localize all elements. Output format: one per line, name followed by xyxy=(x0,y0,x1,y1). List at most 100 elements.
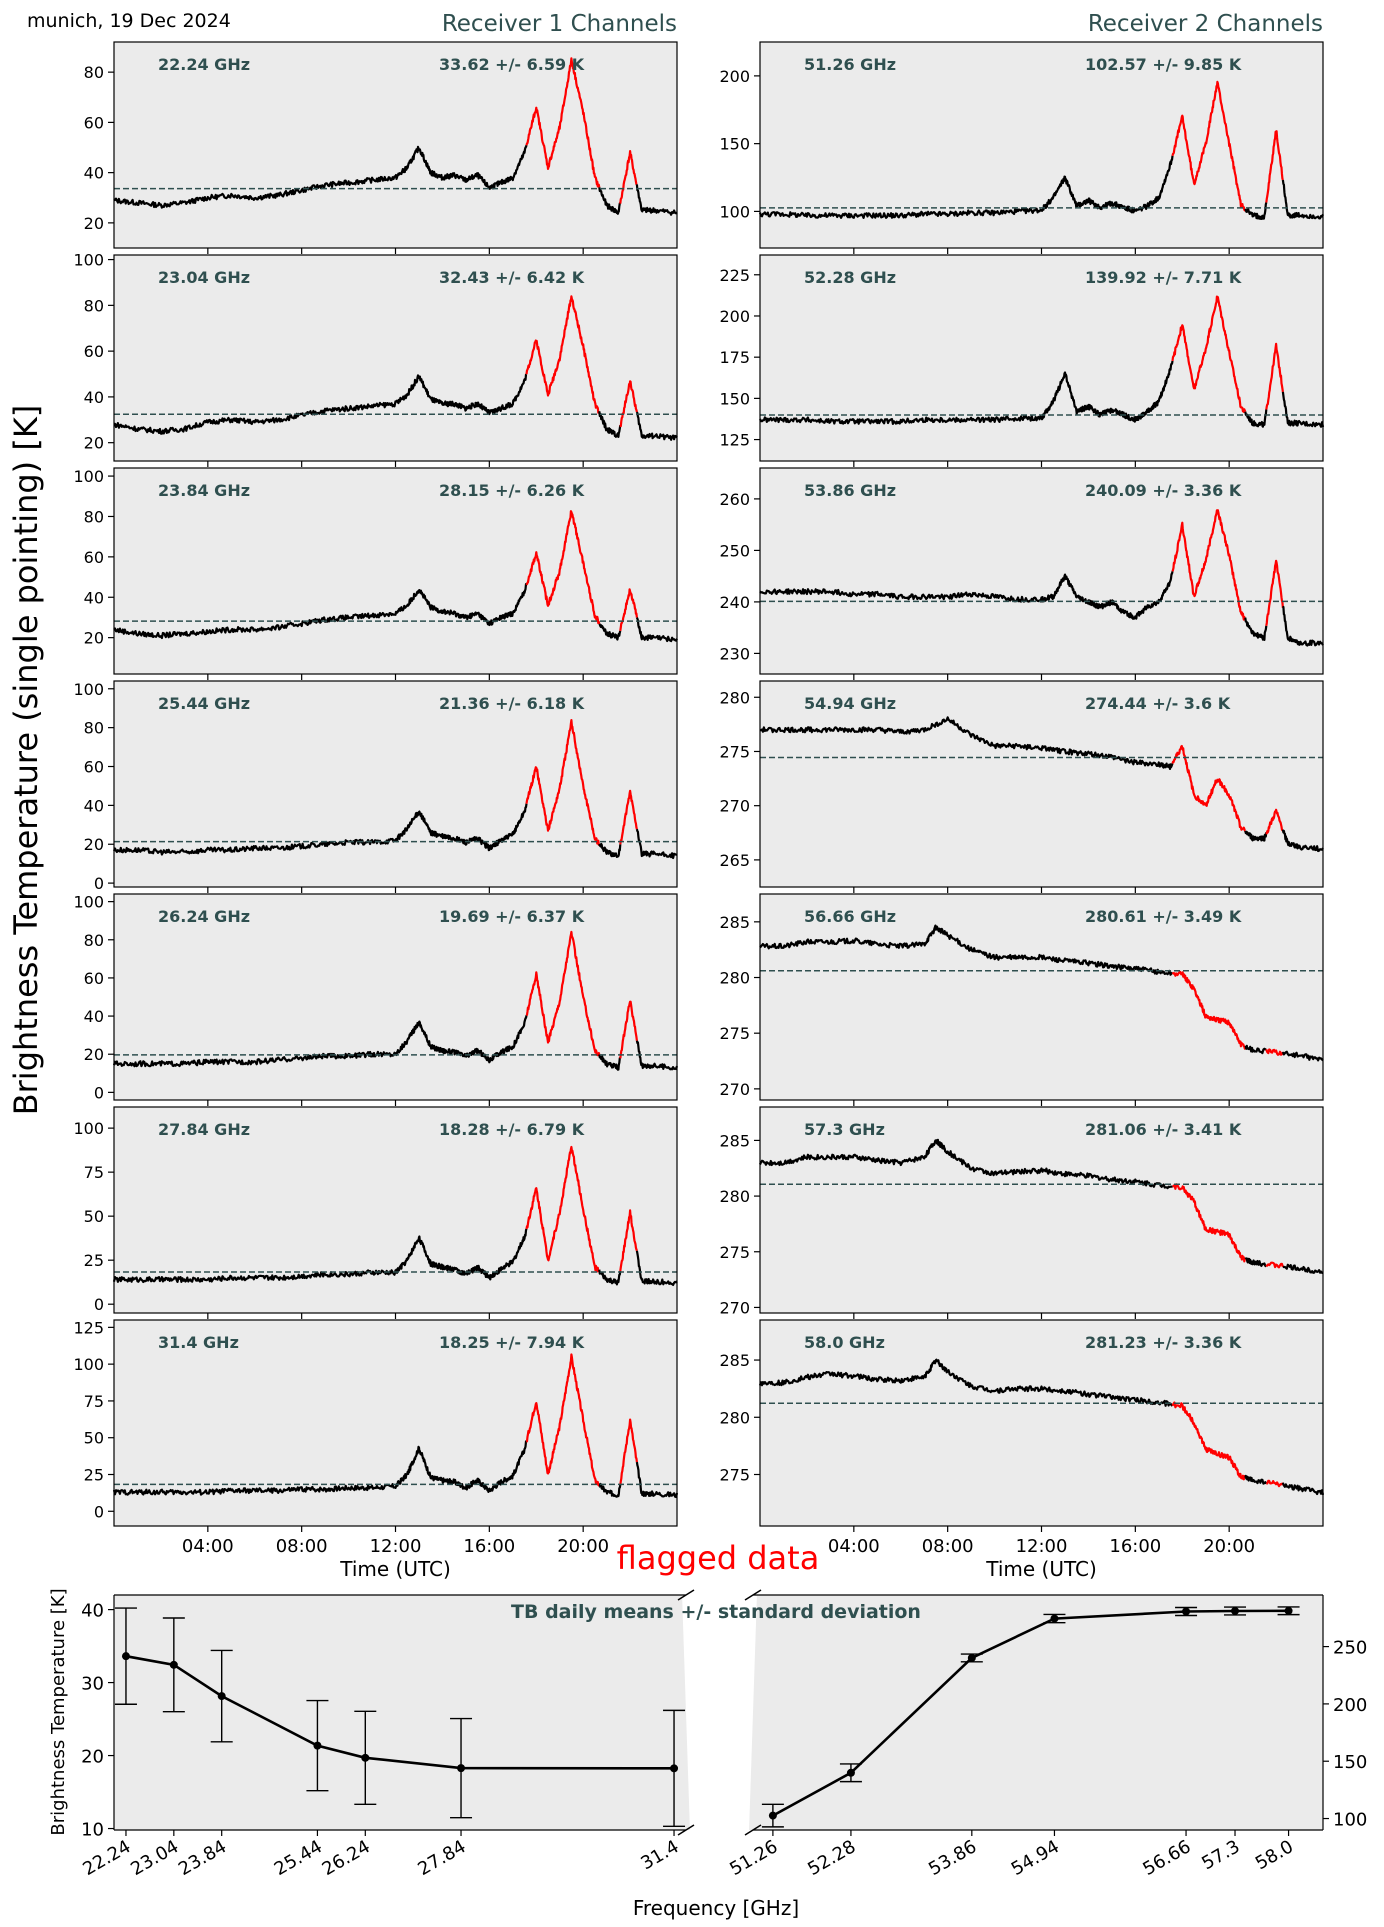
y-tick-label: 80 xyxy=(84,63,104,82)
trace-segment xyxy=(1281,829,1324,853)
flagged-trace-segment xyxy=(619,1418,638,1486)
x-tick-label: 20:00 xyxy=(557,1536,609,1557)
receiver2-title: Receiver 2 Channels xyxy=(1088,11,1323,37)
plot-area xyxy=(760,468,1323,674)
trace-segment xyxy=(598,623,622,641)
channel-panel-22.24-GHz: 20 40 60 80 22.24 GHz 33.62 +/- 6.59 K xyxy=(84,41,678,254)
flagged-trace-segment xyxy=(619,1000,638,1059)
trace-segment xyxy=(598,1054,621,1071)
trace-segment xyxy=(758,155,1174,219)
x-axis-label: Time (UTC) xyxy=(339,1557,451,1581)
y-tick-label: 80 xyxy=(84,296,104,315)
y-tick-label: 270 xyxy=(719,1298,750,1317)
y-tick-label: 0 xyxy=(94,1083,104,1102)
x-tick-label: 23.84 xyxy=(175,1836,230,1880)
frequency-label: 27.84 GHz xyxy=(158,1120,250,1139)
mean-point xyxy=(670,1764,679,1773)
flagged-trace-segment xyxy=(1265,1479,1284,1488)
y-tick-label: 50 xyxy=(84,1207,104,1226)
x-tick-label: 23.04 xyxy=(127,1836,182,1880)
y-tick-label: 25 xyxy=(84,1466,104,1485)
y-tick-label: 40 xyxy=(84,588,104,607)
trace-segment xyxy=(635,1040,679,1071)
y-tick-label: 60 xyxy=(84,969,104,988)
flagged-trace-segment xyxy=(1265,342,1284,410)
trace-segment xyxy=(1244,202,1268,220)
mean-point xyxy=(313,1741,322,1750)
trace-segment xyxy=(1244,1474,1268,1485)
trace-segment xyxy=(598,1269,622,1286)
flagged-trace-segment xyxy=(1265,1048,1284,1056)
x-tick-label: 51.26 xyxy=(726,1836,781,1880)
flagged-trace-segment xyxy=(1171,295,1247,413)
flagged-trace-segment xyxy=(1265,1261,1284,1269)
mean-point xyxy=(1284,1606,1293,1615)
mean-point xyxy=(217,1692,226,1701)
x-axis-label: Time (UTC) xyxy=(985,1557,1097,1581)
trace-segment xyxy=(1281,1482,1325,1496)
flagged-trace-segment xyxy=(525,930,601,1057)
trace-segment xyxy=(112,1015,528,1068)
mean-std-label: 240.09 +/- 3.36 K xyxy=(1085,481,1242,500)
y-tick-label: 200 xyxy=(719,307,750,326)
x-tick-label: 53.86 xyxy=(925,1836,980,1880)
y-tick-label: 275 xyxy=(719,742,750,761)
y-tick-label: 60 xyxy=(84,758,104,777)
frequency-label: 31.4 GHz xyxy=(158,1333,239,1352)
trace-segment xyxy=(1244,409,1268,428)
flagged-trace-segment xyxy=(619,588,638,632)
mean-point xyxy=(169,1660,178,1669)
y-tick-label: 270 xyxy=(719,1080,750,1099)
axis-break-gap xyxy=(682,1593,757,1832)
y-tick-label: 100 xyxy=(73,251,104,270)
means-y-axis-label: Brightness Temperature [K] xyxy=(48,1588,69,1835)
y-tick-label: 75 xyxy=(84,1163,104,1182)
frequency-label: 23.04 GHz xyxy=(158,268,250,287)
y-tick-label: 280 xyxy=(719,1187,750,1206)
y-tick-label: 280 xyxy=(719,688,750,707)
y-tick-label: 0 xyxy=(94,1295,104,1314)
y-tick-label: 285 xyxy=(719,1351,750,1370)
trace-segment xyxy=(598,1482,622,1498)
flagged-trace-segment xyxy=(619,789,638,845)
x-tick-label: 16:00 xyxy=(1109,1536,1161,1557)
shared-y-axis-label: Brightness Temperature (single pointing)… xyxy=(7,405,45,1116)
y-tick-label: 25 xyxy=(84,1251,104,1270)
x-tick-label: 27.84 xyxy=(414,1836,469,1880)
frequency-label: 25.44 GHz xyxy=(158,694,250,713)
y-tick-label: 100 xyxy=(73,1119,104,1138)
y-tick-label: 270 xyxy=(719,797,750,816)
channel-panel-27.84-GHz: 0 25 50 75 100 27.84 GHz 18.28 +/- 6.79 K xyxy=(73,1106,678,1319)
y-tick-label: 10 xyxy=(81,1820,104,1841)
trace-segment xyxy=(1244,1257,1267,1268)
channel-panel-57.3-GHz: 270 275 280 285 57.3 GHz 281.06 +/- 3.41 K xyxy=(719,1106,1324,1319)
channel-panel-58.0-GHz: 275 280 285 04:00 08:00 12:00 16:00 20:00 Time (… xyxy=(719,1319,1325,1581)
flagged-trace-segment xyxy=(1171,1401,1247,1481)
y-tick-label: 100 xyxy=(73,467,104,486)
mean-point xyxy=(1050,1614,1059,1623)
mean-std-label: 21.36 +/- 6.18 K xyxy=(439,694,585,713)
mean-point xyxy=(768,1811,777,1820)
flagged-trace-segment xyxy=(1265,808,1284,835)
flagged-trace-segment xyxy=(1172,1183,1247,1263)
x-tick-label: 25.44 xyxy=(271,1836,326,1880)
axis-break-mark xyxy=(677,1824,695,1836)
y-tick-label: 60 xyxy=(84,342,104,361)
mean-point xyxy=(846,1768,855,1777)
flagged-trace-segment xyxy=(1171,744,1246,832)
y-tick-label: 250 xyxy=(1333,1638,1367,1659)
trace-segment xyxy=(635,617,678,643)
frequency-label: 58.0 GHz xyxy=(804,1333,885,1352)
trace-segment xyxy=(598,187,621,215)
trace-segment xyxy=(112,1228,528,1284)
y-tick-label: 280 xyxy=(719,969,750,988)
means-x-axis-label: Frequency [GHz] xyxy=(633,1896,799,1920)
trace-segment xyxy=(113,373,528,435)
flagged-trace-segment xyxy=(1171,80,1247,212)
trace-segment xyxy=(759,924,1174,976)
flagged-trace-segment xyxy=(1171,970,1247,1050)
x-tick-label: 08:00 xyxy=(922,1536,974,1557)
channel-panel-31.4-GHz: 0 25 50 75 100 125 04:00 08:00 12:00 16:00 20:00 Ti… xyxy=(73,1318,679,1581)
